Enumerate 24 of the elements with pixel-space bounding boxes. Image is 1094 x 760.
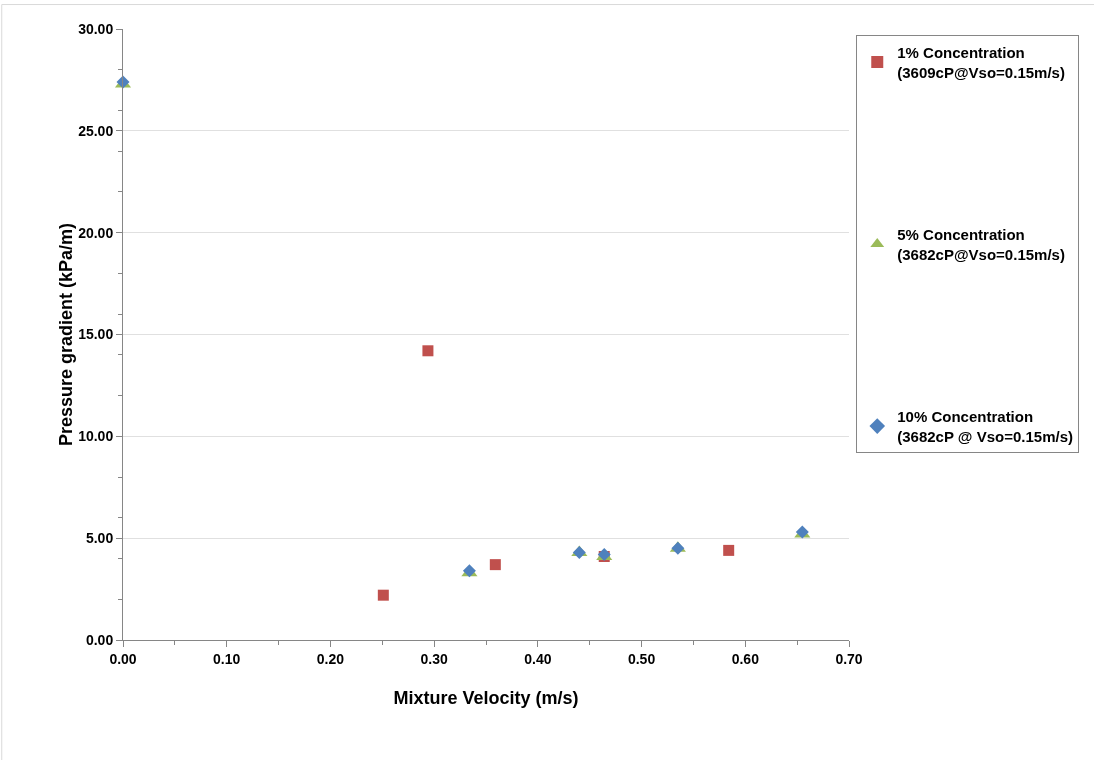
y-tick-label: 5.00	[85, 530, 114, 547]
x-tick-label: 0.60	[731, 650, 760, 667]
y-tick-label: 15.00	[78, 326, 114, 343]
x-tick-label: 0.10	[213, 650, 241, 667]
x-tick-label: 0.70	[835, 650, 863, 667]
y-tick-label: 30.00	[78, 20, 114, 37]
y-tick-label: 25.00	[78, 122, 114, 139]
point	[723, 544, 735, 556]
point	[422, 345, 434, 357]
point	[489, 559, 501, 571]
x-axis-title: Mixture Velocity (m/s)	[393, 688, 579, 708]
y-axis-title: Pressure gradient (kPa/m)	[56, 222, 77, 447]
x-tick-label: 0.30	[420, 650, 448, 667]
y-tick-label: 0.00	[85, 631, 114, 648]
point	[377, 589, 389, 601]
y-tick-label: 10.00	[78, 428, 114, 445]
x-tick-label: 0.50	[627, 650, 656, 667]
legend-label: 1% Concentration (3609cP@Vso=0.15m/s)	[897, 44, 1065, 81]
x-tick-label: 0.20	[316, 650, 345, 667]
y-tick-label: 20.00	[78, 224, 114, 241]
legend-label: 10% Concentration (3682cP @ Vso=0.15m/s)	[897, 408, 1073, 445]
x-tick-label: 0.00	[109, 650, 137, 667]
x-tick-label: 0.40	[524, 650, 552, 667]
legend-label: 5% Concentration (3682cP@Vso=0.15m/s)	[897, 226, 1065, 263]
